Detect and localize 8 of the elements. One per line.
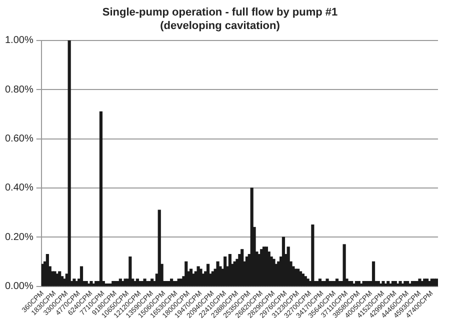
chart-subtitle: (developing cavitation) [160,20,280,32]
y-tick-label: 0.80% [4,84,34,96]
y-tick-label: 0.60% [4,134,34,145]
y-tick-label: 0.40% [4,182,34,194]
y-tick-label: 0.20% [4,232,34,243]
y-tick-label: 0.00% [4,281,34,292]
y-tick-label: 1.00% [4,35,34,46]
chart-title: Single-pump operation - full flow by pump #1 [102,6,338,19]
